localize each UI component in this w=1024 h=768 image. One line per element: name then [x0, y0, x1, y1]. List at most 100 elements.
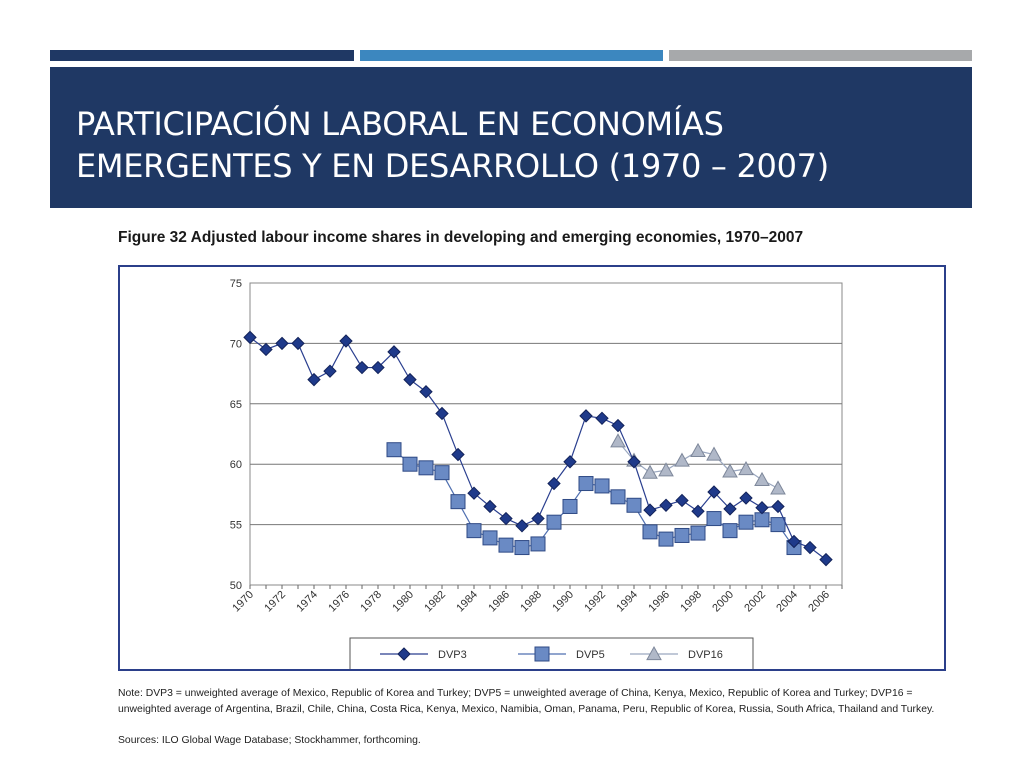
data-point-dvp3 — [803, 540, 817, 555]
accent-bar-gray — [669, 50, 972, 61]
y-tick-label: 55 — [230, 520, 242, 532]
x-tick-label: 1994 — [614, 589, 640, 615]
y-tick-label: 65 — [230, 399, 242, 411]
data-point-dvp3 — [819, 552, 833, 567]
data-point-dvp3 — [275, 336, 289, 351]
x-tick-label: 1990 — [550, 589, 576, 615]
data-point-dvp5 — [674, 527, 690, 543]
figure-frame: 50 55 60 65 70 75 1970 1972 1974 1976 1978 1980 1982… — [118, 265, 946, 671]
data-point-dvp3 — [307, 372, 321, 387]
data-point-dvp3 — [547, 476, 561, 491]
x-tick-label: 1986 — [486, 589, 512, 615]
x-tick-label: 2000 — [710, 589, 736, 615]
data-point-dvp3 — [435, 406, 449, 421]
data-point-dvp3 — [563, 455, 577, 469]
data-point-dvp5 — [722, 523, 738, 539]
data-point-dvp5 — [690, 525, 706, 541]
data-point-dvp3 — [675, 493, 689, 508]
data-point-dvp3 — [339, 334, 353, 348]
data-point-dvp3 — [611, 418, 625, 433]
x-tick-label: 1982 — [422, 589, 448, 615]
data-point-dvp5 — [434, 465, 450, 481]
x-tick-label: 1976 — [326, 589, 352, 615]
data-point-dvp3 — [259, 342, 273, 357]
data-point-dvp5 — [658, 531, 674, 547]
data-point-dvp3 — [627, 455, 641, 469]
data-point-dvp5 — [578, 476, 594, 492]
x-tick-label: 1996 — [646, 589, 672, 615]
data-point-dvp3 — [691, 504, 705, 519]
legend-label-dvp3: DVP3 — [438, 649, 467, 661]
y-tick-label: 50 — [230, 580, 242, 592]
data-point-dvp3 — [355, 360, 369, 375]
data-point-dvp16 — [674, 452, 690, 467]
x-tick-label: 1992 — [582, 589, 608, 615]
x-tick-label: 2004 — [774, 589, 800, 615]
figure-title: Figure 32 Adjusted labour income shares … — [118, 229, 804, 246]
x-tick-label: 1978 — [358, 589, 384, 615]
data-point-dvp3 — [595, 411, 609, 426]
x-tick-label: 1984 — [454, 589, 480, 615]
data-point-dvp3 — [499, 511, 513, 526]
data-point-dvp3 — [371, 360, 385, 375]
data-point-dvp16 — [722, 463, 738, 478]
slide-title-line-1: PARTICIPACIÓN LABORAL EN ECONOMÍAS — [76, 105, 724, 143]
data-point-dvp3 — [483, 499, 497, 514]
data-point-dvp5 — [450, 494, 466, 510]
data-point-dvp3 — [451, 447, 465, 462]
data-point-dvp3 — [323, 364, 337, 378]
data-point-dvp3 — [515, 519, 529, 533]
x-tick-label: 2006 — [806, 589, 832, 615]
data-point-dvp5 — [402, 456, 418, 472]
accent-bar-blue — [360, 50, 663, 61]
legend-marker-dvp5 — [534, 646, 550, 662]
y-tick-label: 70 — [230, 338, 242, 350]
title-banner: PARTICIPACIÓN LABORAL EN ECONOMÍAS EMERG… — [50, 67, 972, 208]
data-point-dvp5 — [530, 536, 546, 552]
figure-note: Note: DVP3 = unweighted average of Mexic… — [118, 688, 935, 715]
x-tick-label: 1972 — [262, 589, 288, 615]
data-point-dvp16 — [770, 480, 786, 495]
data-point-dvp5 — [562, 498, 578, 514]
line-chart: 50 55 60 65 70 75 1970 1972 1974 1976 1978 1980 1982… — [230, 278, 843, 669]
data-point-dvp3 — [419, 385, 433, 399]
data-point-dvp5 — [754, 512, 770, 528]
data-point-dvp3 — [659, 498, 673, 512]
data-point-dvp5 — [770, 517, 786, 533]
data-point-dvp16 — [706, 446, 722, 461]
data-point-dvp3 — [467, 486, 481, 500]
data-point-dvp3 — [291, 336, 305, 351]
x-tick-label: 1998 — [678, 589, 704, 615]
data-point-dvp16 — [642, 464, 658, 479]
data-point-dvp5 — [706, 511, 722, 527]
data-point-dvp16 — [690, 442, 706, 458]
data-point-dvp3 — [755, 500, 769, 515]
legend-label-dvp16: DVP16 — [688, 649, 723, 661]
data-point-dvp3 — [387, 345, 401, 359]
data-point-dvp5 — [626, 497, 642, 513]
slide-title: PARTICIPACIÓN LABORAL EN ECONOMÍAS EMERG… — [76, 103, 952, 187]
data-point-dvp5 — [498, 537, 514, 553]
data-point-dvp16 — [754, 471, 770, 487]
data-point-dvp3 — [643, 503, 657, 517]
data-point-dvp3 — [771, 499, 785, 514]
data-point-dvp16 — [610, 433, 626, 448]
data-point-dvp3 — [723, 502, 737, 516]
plot-area — [249, 282, 843, 586]
data-point-dvp5 — [514, 540, 530, 556]
data-point-dvp5 — [642, 524, 658, 540]
legend-label-dvp5: DVP5 — [576, 649, 605, 661]
data-point-dvp5 — [738, 514, 754, 530]
x-tick-label: 1970 — [230, 589, 256, 615]
data-point-dvp3 — [787, 534, 801, 549]
data-point-dvp3 — [403, 372, 417, 387]
x-tick-label: 1988 — [518, 589, 544, 615]
data-point-dvp16 — [738, 461, 754, 476]
x-tick-label: 2002 — [742, 589, 768, 615]
data-point-dvp3 — [243, 330, 257, 345]
accent-bar-navy — [50, 50, 354, 61]
data-point-dvp5 — [610, 489, 626, 505]
y-tick-label: 60 — [230, 459, 242, 471]
data-point-dvp5 — [482, 530, 498, 546]
data-point-dvp5 — [546, 514, 562, 530]
